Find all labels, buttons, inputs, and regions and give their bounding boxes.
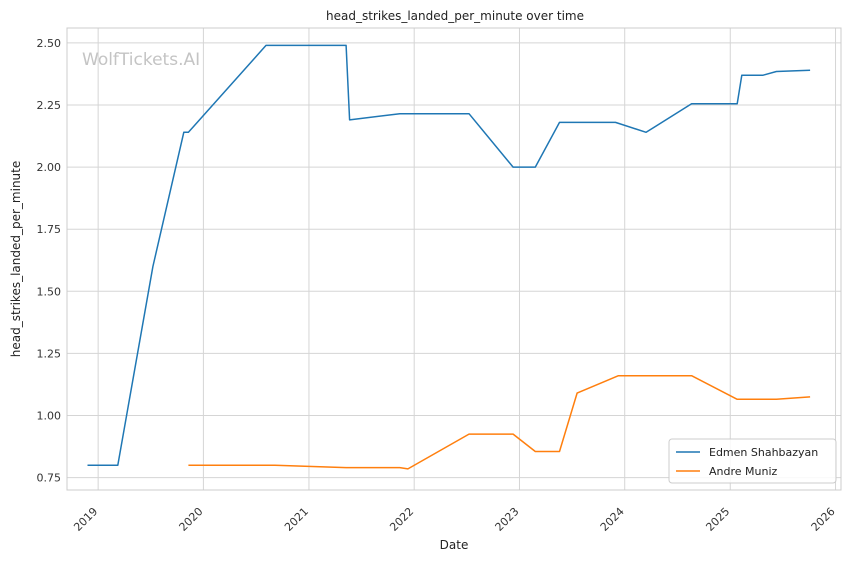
x-tick-label: 2024	[598, 505, 627, 534]
x-tick-label: 2021	[282, 505, 311, 534]
x-tick-label: 2023	[493, 505, 522, 534]
plot-area	[66, 27, 842, 491]
x-tick-label: 2025	[703, 505, 732, 534]
y-tick-label: 2.25	[37, 99, 62, 112]
y-axis-label: head_strikes_landed_per_minute	[9, 161, 23, 358]
x-tick-label: 2026	[809, 505, 838, 534]
x-tick-labels: 2019 2020 2021 2022 2023 2024 2025 2026	[71, 505, 837, 534]
x-tick-label: 2019	[71, 505, 100, 534]
y-tick-label: 1.75	[37, 223, 62, 236]
y-tick-labels: 0.75 1.00 1.25 1.50 1.75 2.00 2.25 2.50	[37, 37, 62, 485]
y-tick-label: 1.00	[37, 409, 62, 422]
legend-label-edmen: Edmen Shahbazyan	[709, 446, 818, 459]
series-line-1	[188, 374, 811, 470]
legend-label-andre: Andre Muniz	[709, 465, 778, 478]
legend-box	[668, 438, 837, 484]
series-line-0	[87, 44, 811, 466]
gridlines	[67, 28, 841, 490]
watermark-text: WolfTickets.AI	[82, 50, 200, 70]
y-tick-label: 2.00	[37, 161, 62, 174]
y-tick-label: 1.50	[37, 285, 62, 298]
chart-title: head_strikes_landed_per_minute over time	[326, 9, 584, 23]
y-tick-label: 2.50	[37, 37, 62, 50]
y-tick-label: 0.75	[37, 472, 62, 485]
y-tick-label: 1.25	[37, 347, 62, 360]
x-axis-label: Date	[440, 538, 469, 552]
legend: Edmen Shahbazyan Andre Muniz	[668, 438, 837, 484]
series-lines	[87, 44, 811, 470]
x-tick-label: 2020	[177, 505, 206, 534]
x-tick-label: 2022	[387, 505, 416, 534]
